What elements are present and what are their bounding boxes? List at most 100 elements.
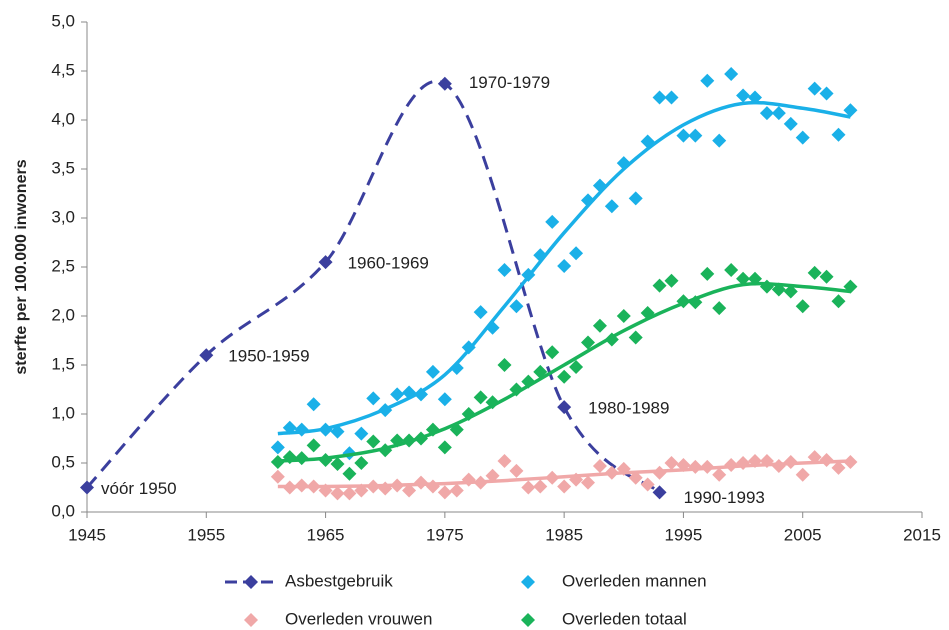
point [425,479,440,494]
point [461,472,476,487]
point [366,479,381,494]
point [795,130,810,145]
point [270,440,285,455]
point [664,456,679,470]
point [437,485,452,500]
y-tick-label: 1,0 [51,403,75,422]
point [569,246,584,261]
point [664,273,679,288]
point [819,269,834,284]
point [736,88,751,103]
point [676,128,691,143]
x-tick-label: 2015 [903,525,941,544]
point [318,422,333,437]
x-tick-label: 1985 [545,525,583,544]
point [330,424,345,439]
point [771,458,786,473]
point [592,178,607,193]
point [628,470,643,485]
y-tick-label: 2,5 [51,256,75,275]
point [533,248,548,263]
point [318,255,333,270]
y-tick-label: 4,0 [51,109,75,128]
x-tick-label: 1945 [68,525,106,544]
point [402,483,417,498]
point [294,422,309,437]
point [819,86,834,101]
point [831,127,846,142]
x-tick-label: 1965 [307,525,345,544]
point [509,463,524,478]
point [795,467,810,482]
point [390,387,405,402]
point [485,468,500,483]
y-tick-label: 2,0 [51,305,75,324]
point [736,456,751,470]
point [497,454,512,469]
point [294,451,309,466]
point [771,282,786,297]
point [819,453,834,468]
point [592,318,607,333]
y-tick-label: 0,0 [51,501,75,520]
trend-line [277,100,851,436]
point [652,485,667,500]
point [783,455,798,470]
point [724,457,739,472]
point [652,278,667,293]
point [294,478,309,493]
point [330,486,345,501]
point [640,477,655,492]
point [604,199,619,214]
point [509,299,524,314]
point [199,348,214,363]
point [306,397,321,412]
point [282,450,297,465]
legend-marker [244,575,258,589]
point [652,90,667,105]
point [807,450,822,465]
point [437,392,452,407]
point [748,90,762,105]
y-tick-label: 3,5 [51,158,75,177]
point [461,340,476,355]
point [497,262,512,277]
point [521,374,536,389]
point [807,81,822,96]
point [449,422,464,437]
legend-marker [244,613,258,627]
point [771,106,786,121]
point [390,433,405,448]
point [843,455,858,470]
y-tick-label: 5,0 [51,11,75,30]
point [557,400,572,415]
point [807,265,822,280]
point [485,320,500,335]
point [533,479,548,494]
point [306,438,321,453]
y-tick-label: 3,0 [51,207,75,226]
point [414,475,428,490]
point [628,191,643,206]
point [449,483,464,498]
point [843,279,858,294]
point [783,284,798,299]
point [676,457,691,472]
point [437,440,452,455]
point [795,299,810,314]
point [473,305,488,320]
point [616,309,631,323]
point [378,443,393,458]
point [342,486,357,501]
point [378,481,393,496]
point [425,364,440,379]
point [473,475,488,490]
point [318,453,333,468]
y-axis-title: sterfte per 100.000 inwoners [13,159,30,374]
legend-marker [521,613,535,627]
point [569,472,584,487]
point [354,456,369,470]
point [640,306,655,321]
point [545,345,560,360]
